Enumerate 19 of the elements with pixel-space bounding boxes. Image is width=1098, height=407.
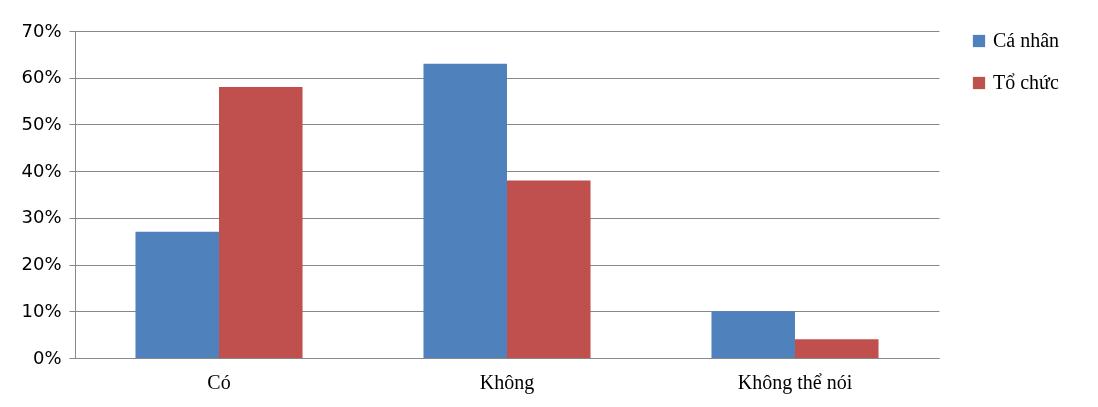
- legend-label: Tổ chức: [993, 71, 1059, 93]
- bar: [423, 63, 507, 358]
- x-tick-label: Không: [479, 370, 535, 394]
- y-tick-label: 10%: [21, 299, 62, 321]
- y-tick-label: 50%: [21, 112, 62, 134]
- bar: [135, 231, 219, 358]
- y-tick-label: 40%: [21, 159, 62, 181]
- y-tick-label: 70%: [21, 19, 62, 41]
- y-tick-label: 30%: [21, 206, 62, 228]
- x-tick-label: Có: [207, 370, 231, 393]
- bar: [507, 180, 591, 358]
- bar: [795, 339, 879, 358]
- bar: [711, 311, 795, 358]
- y-tick-label: 20%: [21, 253, 62, 275]
- legend-label: Cá nhân: [993, 29, 1060, 51]
- y-tick-label: 0%: [32, 346, 62, 368]
- bar: [219, 87, 303, 358]
- y-tick-label: 60%: [21, 66, 62, 88]
- x-tick-label: Không thể nói: [737, 370, 853, 394]
